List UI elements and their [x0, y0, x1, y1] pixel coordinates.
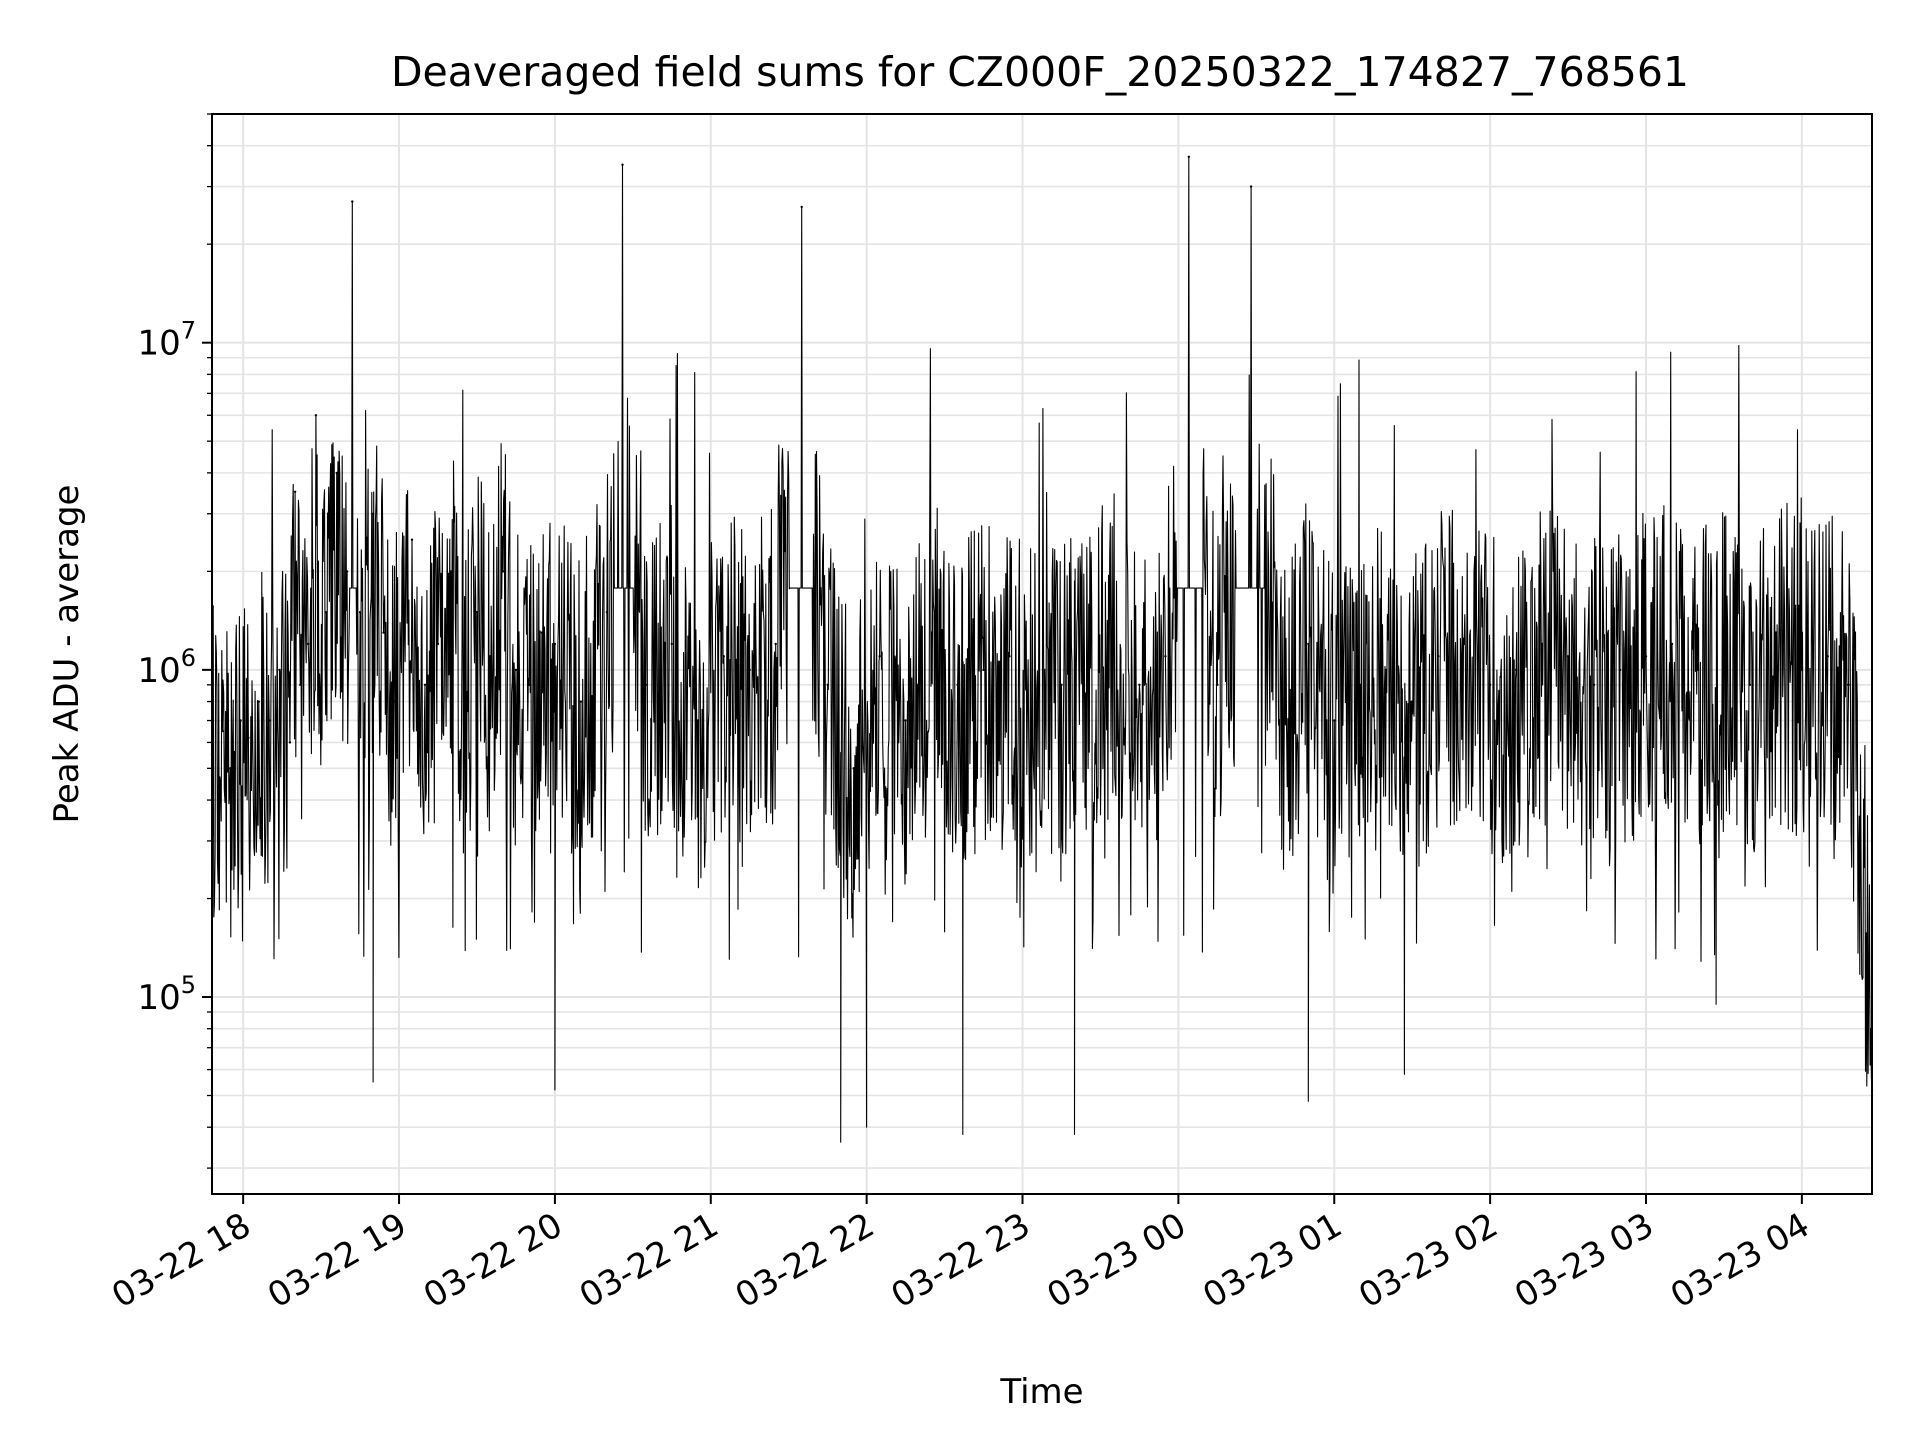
data-point: [1060, 683, 1063, 686]
data-point: [1008, 655, 1011, 658]
data-point: [514, 668, 518, 672]
data-point: [621, 163, 624, 166]
data-point: [1086, 668, 1089, 672]
data-point: [1800, 668, 1804, 672]
data-point: [501, 570, 505, 573]
data-point: [800, 205, 803, 209]
data-point: [229, 767, 232, 770]
data-point: [852, 767, 855, 770]
data-point: [221, 729, 224, 733]
series-line: [211, 156, 1873, 1143]
chart-title: Deaveraged field sums for CZ000F_2025032…: [391, 48, 1689, 96]
data-point: [878, 655, 881, 658]
data-point: [1307, 642, 1310, 646]
data-point: [239, 719, 242, 722]
data-point: [1488, 683, 1492, 686]
data-point: [774, 642, 777, 646]
data-point: [527, 683, 531, 686]
data-point: [423, 683, 427, 686]
data-point: [904, 719, 907, 722]
data-point: [314, 414, 318, 417]
axes-frame: [211, 113, 1873, 1195]
data-point: [1411, 700, 1414, 703]
data-point: [247, 736, 250, 739]
data-point: [335, 471, 338, 475]
data-point: [293, 490, 297, 493]
plot-area: [210, 155, 1874, 1143]
data-point: [345, 570, 349, 573]
data-point: [553, 642, 557, 646]
data-point: [696, 719, 699, 722]
data-point: [1748, 683, 1752, 686]
data-point: [299, 683, 302, 686]
data-point: [1722, 655, 1726, 658]
data-point: [579, 700, 583, 703]
y-axis-label: Peak ADU - average: [47, 485, 87, 824]
data-point: [930, 631, 933, 634]
data-point: [982, 668, 985, 672]
data-point: [475, 611, 479, 614]
data-point: [670, 642, 673, 646]
data-point: [1696, 668, 1700, 672]
y-tick-label: 105: [137, 971, 196, 1018]
data-point: [1670, 642, 1674, 646]
data-point: [1216, 683, 1219, 686]
data-point: [748, 668, 751, 672]
data-point: [1359, 683, 1362, 686]
data-point: [1138, 683, 1141, 686]
y-tick-label: 106: [137, 644, 196, 691]
data-point: [956, 683, 959, 686]
data-point: [1618, 668, 1622, 672]
data-point: [826, 683, 829, 686]
data-point: [382, 631, 385, 634]
data-point: [1187, 155, 1191, 158]
y-axis-ticks: 105 106 107: [137, 113, 212, 1169]
data-point: [1462, 642, 1466, 646]
data-point: [1437, 655, 1440, 658]
data-point: [257, 700, 260, 703]
data-point: [449, 570, 453, 573]
data-point: [462, 700, 466, 703]
data-point: [392, 700, 395, 703]
data-point: [1112, 631, 1115, 634]
data-point: [351, 200, 354, 203]
data-point: [1592, 683, 1596, 686]
data-point: [358, 611, 362, 614]
data-point: [1566, 655, 1570, 658]
data-point: [1333, 719, 1336, 722]
data-point: [1034, 700, 1037, 703]
data-point: [1281, 700, 1284, 703]
data-point: [1540, 642, 1544, 646]
data-point: [410, 538, 414, 541]
data-point: [436, 642, 440, 646]
data-point: [1514, 668, 1518, 672]
data-point: [540, 631, 544, 634]
y-tick-label: 107: [137, 317, 196, 364]
data-point: [1826, 655, 1830, 658]
x-axis-label: Time: [999, 1372, 1083, 1412]
data-point: [371, 512, 375, 515]
data-point: [1644, 655, 1648, 658]
data-point: [1164, 655, 1167, 658]
data-point: [1847, 683, 1850, 686]
data-point: [1385, 668, 1388, 672]
data-point: [488, 655, 492, 658]
data-point: [644, 683, 647, 686]
data-point: [605, 611, 609, 614]
data-point: [278, 668, 281, 672]
data-point: [1863, 865, 1866, 868]
data-point: [1249, 185, 1253, 188]
data-point: [722, 655, 725, 658]
data-point: [268, 719, 271, 722]
data-point: [288, 741, 292, 744]
data-point: [1774, 631, 1778, 634]
data-point: [325, 611, 328, 614]
data-point: [306, 642, 310, 646]
